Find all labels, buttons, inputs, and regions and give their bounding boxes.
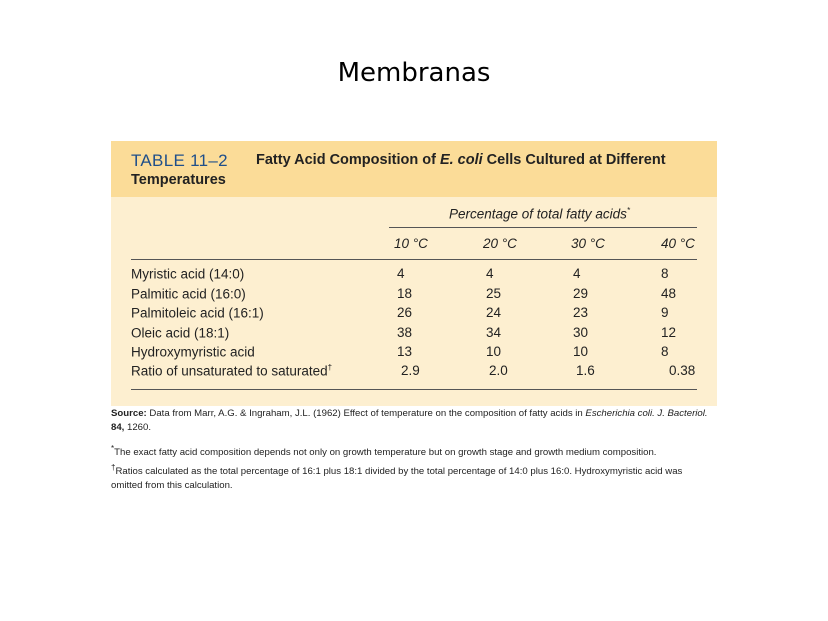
table-cell: 10 bbox=[573, 344, 589, 359]
fatty-acid-table: TABLE 11–2 Fatty Acid Composition of E. … bbox=[111, 141, 717, 406]
row-label: Myristic acid (14:0) bbox=[131, 266, 245, 282]
table-cell: 38 bbox=[397, 325, 413, 340]
slide-title: Membranas bbox=[337, 58, 491, 88]
row-label: Hydroxymyristic acid bbox=[131, 344, 255, 360]
column-spanner: Percentage of total fatty acids* bbox=[449, 206, 630, 222]
header-rule bbox=[131, 259, 697, 260]
table-cell: 30 bbox=[573, 325, 589, 340]
table-cell: 0.38 bbox=[669, 363, 696, 378]
column-header: 40 °C bbox=[661, 236, 695, 251]
table-cell: 4 bbox=[573, 266, 581, 281]
table-cell: 34 bbox=[486, 325, 502, 340]
spanner-rule bbox=[389, 227, 697, 228]
source-note: Source: Data from Marr, A.G. & Ingraham,… bbox=[111, 408, 708, 433]
table-cell: 13 bbox=[397, 344, 413, 359]
table-header: TABLE 11–2 Fatty Acid Composition of E. … bbox=[111, 141, 717, 197]
table-cell: 25 bbox=[486, 286, 502, 301]
row-label: Palmitoleic acid (16:1) bbox=[131, 305, 264, 321]
table-caption-line2: Temperatures bbox=[131, 172, 226, 188]
table-cell: 9 bbox=[661, 305, 669, 320]
table-caption: Fatty Acid Composition of E. coli Cells … bbox=[256, 152, 666, 168]
table-cell: 2.0 bbox=[489, 363, 508, 378]
row-label: Palmitic acid (16:0) bbox=[131, 286, 246, 302]
column-header: 10 °C bbox=[394, 236, 428, 251]
table-cell: 2.9 bbox=[401, 363, 420, 378]
table-cell: 10 bbox=[486, 344, 502, 359]
table-cell: 4 bbox=[397, 266, 405, 281]
table-cell: 8 bbox=[661, 344, 669, 359]
table-cell: 26 bbox=[397, 305, 413, 320]
table-cell: 4 bbox=[486, 266, 494, 281]
table-cell: 29 bbox=[573, 286, 589, 301]
table-cell: 18 bbox=[397, 286, 413, 301]
footnote-asterisk: *The exact fatty acid composition depend… bbox=[111, 444, 657, 459]
row-label: Oleic acid (18:1) bbox=[131, 325, 230, 341]
species-name: E. coli bbox=[439, 152, 483, 168]
table-cell: 24 bbox=[486, 305, 502, 320]
row-label: Ratio of unsaturated to saturated† bbox=[131, 363, 333, 379]
table-cell: 23 bbox=[573, 305, 589, 320]
bottom-rule bbox=[131, 389, 697, 390]
table-cell: 48 bbox=[661, 286, 677, 301]
footnote-dagger: †Ratios calculated as the total percenta… bbox=[111, 463, 683, 492]
table-number: TABLE 11–2 bbox=[131, 151, 228, 170]
table-cell: 12 bbox=[661, 325, 677, 340]
column-header: 20 °C bbox=[483, 236, 517, 251]
table-cell: 1.6 bbox=[576, 363, 595, 378]
table-cell: 8 bbox=[661, 266, 669, 281]
column-header: 30 °C bbox=[571, 236, 605, 251]
